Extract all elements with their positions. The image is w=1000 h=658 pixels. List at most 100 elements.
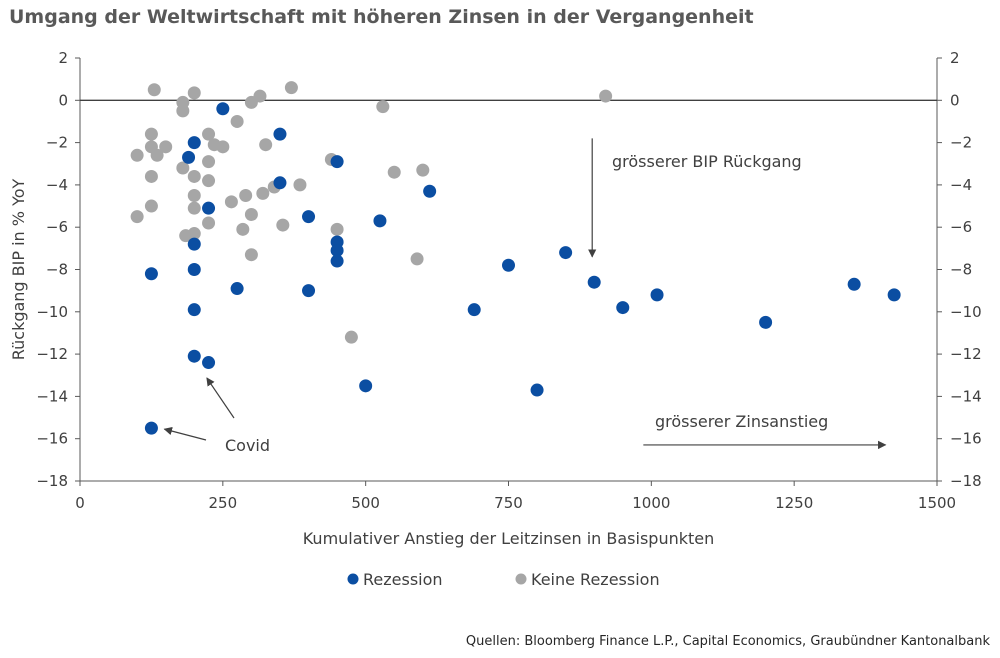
y-tick-label-right: −8 [950,261,972,279]
rezession-point [330,155,344,169]
keine-rezession-point [202,174,216,188]
rezession-point [216,102,230,116]
keine-rezession-point [176,161,190,175]
rezession-point [616,301,630,315]
keine-rezession-point [330,222,344,236]
rezession-point [359,379,373,393]
keine-rezession-point [159,140,173,154]
rezession-point [302,210,316,224]
keine-rezession-point [599,89,613,103]
keine-rezession-point [144,127,158,141]
y-tick-label-left: 2 [58,49,68,67]
keine-rezession-point [284,81,298,95]
keine-rezession-point [239,188,253,202]
x-tick-label: 0 [75,494,85,512]
rezession-point [759,315,773,329]
keine-rezession-point [187,86,201,100]
keine-rezession-point [150,148,164,162]
y-tick-label-right: −10 [950,303,982,321]
rezession-point [847,277,861,291]
arrow-covid-left [163,426,207,441]
y-tick-label-left: −14 [36,387,68,405]
x-axis-title: Kumulativer Anstieg der Leitzinsen in Ba… [303,529,715,548]
rezession-point [587,275,601,289]
keine-rezession-point [253,89,267,103]
y-tick-label-left: −18 [36,472,68,490]
keine-rezession-point [202,216,216,230]
keine-rezession-point [236,222,250,236]
y-axis-title: Rückgang BIP in % YoY [9,179,28,361]
keine-rezession-point [202,127,216,141]
x-tick-label: 1500 [918,494,956,512]
rezession-point [144,267,158,281]
keine-rezession-point [416,163,430,177]
keine-rezession-point [187,188,201,202]
x-tick-label: 500 [351,494,380,512]
rezession-point [302,284,316,298]
keine-rezession-point [224,195,238,209]
rezession-point [187,263,201,276]
rezession-point [144,421,158,435]
x-tick-label: 1000 [632,494,670,512]
legend-label-keine-rezession: Keine Rezession [531,570,660,589]
y-tick-label-left: −10 [36,303,68,321]
rezession-point [202,201,216,215]
keine-rezession-point [293,178,307,192]
keine-rezession-point [244,208,258,222]
keine-rezession-point [147,83,161,97]
rezession-point [187,237,201,251]
x-tick-label: 1250 [775,494,813,512]
keine-rezession-point [130,210,144,224]
keine-rezession-point [176,104,190,118]
keine-rezession-point [202,155,216,169]
annotations-group: grösserer BIP Rückgang grösserer Zinsanst… [163,138,887,455]
keine-rezession-point [276,218,290,232]
legend: Rezession Keine Rezession [347,570,660,589]
rezession-point [502,258,515,272]
keine-rezession-point [376,100,390,114]
y-tick-label-right: −12 [950,345,982,363]
rezession-point [273,127,287,141]
rezession-point [330,243,344,257]
annotation-covid: Covid [225,436,270,455]
y-tick-label-right: −14 [950,387,982,405]
rezession-point [467,303,481,317]
keine-rezession-point [187,169,201,183]
y-tick-label-left: −4 [46,176,68,194]
legend-marker-keine-rezession [515,573,527,585]
y-tick-label-right: −16 [950,430,982,448]
keine-rezession-point [244,248,258,262]
rezession-point [650,288,664,302]
y-tick-label-right: 0 [950,91,960,109]
rezession-point [373,214,387,228]
points-group [130,81,901,435]
y-tick-label-left: −8 [46,261,68,279]
rezession-point [187,136,201,150]
rezession-point [559,246,573,260]
keine-rezession-point [410,252,424,266]
rezession-point [273,176,287,190]
keine-rezession-point [256,186,270,200]
y-tick-label-right: −2 [950,134,972,152]
y-tick-label-left: −12 [36,345,68,363]
source-note: Quellen: Bloomberg Finance L.P., Capital… [465,634,990,649]
keine-rezession-point [259,138,273,152]
legend-marker-rezession [347,573,359,585]
x-tick-label: 250 [209,494,238,512]
annotation-zinsanstieg: grösserer Zinsanstieg [655,412,828,431]
legend-label-rezession: Rezession [363,570,443,589]
keine-rezession-point [130,148,144,162]
rezession-point [187,349,201,363]
y-tick-label-left: 0 [58,91,68,109]
keine-rezession-point [144,169,158,183]
y-tick-label-left: −16 [36,430,68,448]
keine-rezession-point [387,165,401,179]
y-tick-label-right: −4 [950,176,972,194]
chart-title: Umgang der Weltwirtschaft mit höheren Zi… [9,6,754,28]
y-tick-label-right: −18 [950,472,982,490]
rezession-point [887,288,901,302]
y-tick-label-right: −6 [950,218,972,236]
keine-rezession-point [216,140,230,154]
arrow-covid-up [206,377,235,419]
